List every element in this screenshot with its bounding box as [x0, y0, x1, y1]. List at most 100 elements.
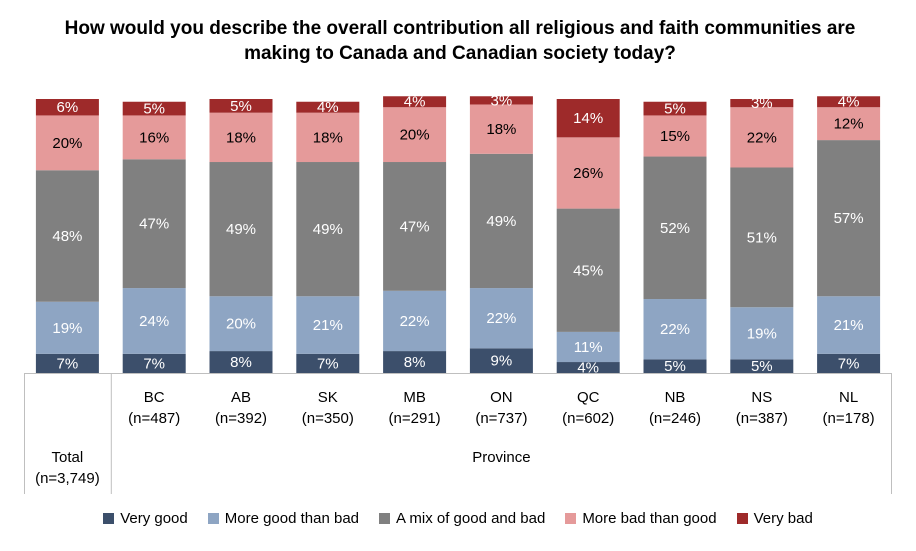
category-sample-size: (n=3,749) — [35, 470, 100, 487]
bar-segment — [730, 99, 794, 108]
legend-label: More good than bad — [224, 510, 360, 527]
category-label: NB — [665, 389, 686, 406]
category-label: ON — [490, 389, 513, 406]
bar-segment — [817, 96, 881, 108]
data-label: 20% — [400, 127, 430, 144]
bar-segment — [209, 296, 273, 352]
data-label: 49% — [226, 221, 256, 238]
bar-segment — [35, 115, 99, 171]
data-label: 14% — [573, 110, 603, 127]
data-label: 5% — [143, 101, 165, 118]
legend-swatch — [736, 513, 748, 524]
data-label: 7% — [838, 355, 860, 372]
data-label: 22% — [486, 310, 516, 327]
bar-segment — [556, 362, 620, 373]
data-label: 19% — [747, 325, 777, 342]
data-label: 22% — [747, 129, 777, 146]
bar-segment — [209, 99, 273, 113]
bar-segment — [730, 359, 794, 373]
bar-segment — [383, 96, 447, 108]
category-label: NL — [839, 389, 858, 406]
data-label: 3% — [491, 92, 513, 109]
data-label: 7% — [317, 355, 339, 372]
bar-segment — [122, 288, 186, 354]
bar-segment — [817, 353, 881, 373]
data-label: 57% — [834, 210, 864, 227]
data-label: 9% — [491, 353, 513, 370]
data-label: 5% — [230, 98, 252, 115]
data-label: 47% — [139, 216, 169, 233]
category-sample-size: (n=246) — [649, 410, 701, 427]
data-label: 24% — [139, 313, 169, 330]
bar-segment — [730, 167, 794, 308]
category-sample-size: (n=178) — [823, 410, 875, 427]
data-label: 48% — [52, 228, 82, 245]
bar-segment — [35, 353, 99, 373]
axis-layer: Total (n=3,749) BC (n=487) AB (n=392) SK (n=350… — [24, 373, 892, 494]
bar-segment — [383, 162, 447, 291]
category-label: BC — [144, 389, 165, 406]
data-label: 8% — [404, 354, 426, 371]
bar-segment — [817, 296, 881, 354]
bars-layer — [35, 96, 881, 373]
legend-label: Very bad — [753, 510, 813, 527]
bar-segment — [556, 137, 620, 209]
bar-segment — [556, 331, 620, 363]
bar-segment — [296, 296, 360, 354]
bar-segment — [296, 101, 360, 113]
data-label: 18% — [486, 121, 516, 138]
bar-segment — [643, 359, 707, 373]
legend-label: More bad than good — [582, 510, 717, 527]
legend-item: Very good — [103, 510, 188, 527]
data-label: 19% — [52, 320, 82, 337]
category-label: MB — [403, 389, 426, 406]
data-label: 4% — [404, 94, 426, 111]
bar-segment — [209, 162, 273, 297]
data-label: 4% — [317, 99, 339, 116]
bar-segment — [643, 156, 707, 300]
bar-segment — [122, 101, 186, 116]
bar-segment — [556, 208, 620, 332]
data-label: 18% — [226, 129, 256, 146]
bar-segment — [817, 107, 881, 141]
data-label: 5% — [664, 358, 686, 375]
legend-swatch — [379, 513, 391, 524]
data-label: 47% — [400, 218, 430, 235]
bar-segment — [469, 104, 533, 154]
bar-segment — [383, 290, 447, 352]
category-sample-size: (n=392) — [215, 410, 267, 427]
category-sample-size: (n=487) — [128, 410, 180, 427]
category-label: AB — [231, 389, 251, 406]
data-label: 21% — [834, 317, 864, 334]
bar-segment — [469, 288, 533, 349]
data-label: 12% — [834, 116, 864, 133]
category-label: SK — [318, 389, 338, 406]
category-sample-size: (n=602) — [562, 410, 614, 427]
data-label: 22% — [660, 321, 690, 338]
bar-segment — [469, 348, 533, 373]
bar-segment — [35, 301, 99, 354]
legend-swatch — [103, 513, 115, 524]
data-label: 20% — [226, 316, 256, 333]
bar-segment — [730, 107, 794, 168]
data-label: 26% — [573, 165, 603, 182]
data-label: 16% — [139, 129, 169, 146]
legend-swatch — [565, 513, 577, 524]
bar-segment — [122, 115, 186, 160]
data-label: 15% — [660, 128, 690, 145]
data-label: 7% — [143, 355, 165, 372]
bar-segment — [383, 107, 447, 163]
bar-segment — [643, 101, 707, 116]
data-label: 4% — [838, 94, 860, 111]
legend-label: Very good — [120, 510, 188, 527]
data-label: 51% — [747, 229, 777, 246]
bar-segment — [643, 115, 707, 157]
legend-item: A mix of good and bad — [379, 510, 545, 527]
category-sample-size: (n=350) — [302, 410, 354, 427]
bar-segment — [296, 353, 360, 373]
bar-segment — [556, 99, 620, 138]
data-label: 49% — [313, 221, 343, 238]
category-label: NS — [751, 389, 772, 406]
group-label: Province — [472, 449, 530, 466]
bar-segment — [122, 353, 186, 373]
